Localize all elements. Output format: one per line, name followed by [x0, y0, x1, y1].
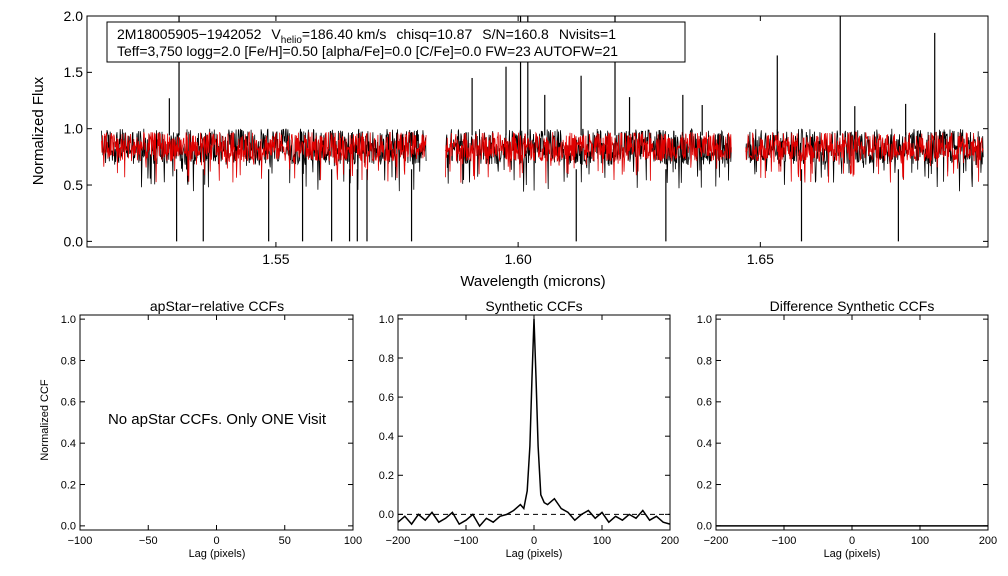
y-tick-label: 0.2 [379, 470, 394, 482]
synthetic-ccf-data-layer [397, 318, 671, 528]
synthetic-axes: −200 −100 0 100 200 0.0 0.2 0.4 0.6 0.8 1.0 [379, 314, 679, 547]
difference-x-label: Lag (pixels) [824, 548, 881, 560]
x-tick-label: 50 [279, 535, 291, 547]
x-tick-label: 0 [849, 535, 855, 547]
y-tick-label: 0.8 [697, 355, 712, 367]
y-tick-label: 2.0 [64, 8, 84, 24]
x-tick-label: −100 [68, 535, 93, 547]
x-tick-label: 0 [213, 535, 219, 547]
difference-ccf-title: Difference Synthetic CCFs [770, 298, 935, 314]
y-tick-label: 0.4 [379, 431, 394, 443]
x-tick-label: 100 [344, 535, 362, 547]
vhelio-label: V [271, 26, 281, 42]
x-tick-label: −200 [386, 535, 411, 547]
x-tick-label: −50 [139, 535, 158, 547]
model-spectrum-line [101, 131, 984, 184]
spectrum-panel: 1.55 1.60 1.65 0.0 0.5 1.0 1.5 2.0 2M18005905−1… [30, 8, 989, 290]
y-tick-label: 0.8 [61, 355, 76, 367]
x-tick-label: −200 [704, 535, 729, 547]
x-tick-label: 200 [661, 535, 679, 547]
apstar-x-label: Lag (pixels) [189, 548, 246, 560]
y-tick-label: 0.8 [379, 353, 394, 365]
y-tick-label: 0.2 [61, 479, 76, 491]
x-tick-label: −100 [772, 535, 797, 547]
vhelio-subscript: helio [281, 35, 303, 46]
y-tick-label: 0.0 [379, 509, 394, 521]
x-tick-label: −100 [454, 535, 479, 547]
apstar-axes: −100 −50 0 50 100 0.0 0.2 0.4 0.6 0.8 1.0 [61, 314, 362, 547]
x-tick-label: 200 [979, 535, 997, 547]
spectrum-y-label: Normalized Flux [30, 76, 47, 185]
y-tick-label: 1.0 [697, 314, 712, 326]
y-tick-label: 0.0 [697, 521, 712, 533]
spectrum-data-layer [101, 16, 984, 242]
synthetic-ccf-panel: Synthetic CCFs −200 −100 0 100 200 0.0 0.2 0.4 0… [379, 298, 679, 560]
y-tick-label: 0.4 [61, 438, 76, 450]
x-tick-label: 100 [911, 535, 929, 547]
stellar-params: Teff=3,750 logg=2.0 [Fe/H]=0.50 [alpha/F… [117, 43, 618, 59]
y-tick-label: 0.6 [697, 397, 712, 409]
x-tick-label: 0 [531, 535, 537, 547]
y-tick-label: 0.0 [64, 233, 84, 249]
synthetic-ccf-line [397, 318, 671, 528]
y-tick-label: 0.5 [64, 177, 84, 193]
ccf-y-label: Normalized CCF [39, 379, 51, 461]
y-tick-label: 0.0 [61, 521, 76, 533]
spectrum-plot-frame [86, 15, 989, 248]
spectrum-axes: 1.55 1.60 1.65 0.0 0.5 1.0 1.5 2.0 [64, 8, 988, 267]
difference-ccf-panel: Difference Synthetic CCFs −200 −100 0 100 20… [697, 298, 997, 560]
nvisits-value: Nvisits=1 [559, 26, 616, 42]
y-tick-label: 0.2 [697, 479, 712, 491]
y-tick-label: 1.0 [61, 314, 76, 326]
info-box-frame [106, 21, 686, 63]
apstar-ccf-panel: apStar−relative CCFs −100 −50 0 50 100 0.0 0.2… [39, 298, 362, 560]
y-tick-label: 1.0 [64, 121, 84, 137]
x-tick-label: 1.55 [262, 251, 289, 267]
difference-plot-frame [715, 314, 989, 531]
star-id: 2M18005905−1942052 [117, 26, 262, 42]
synthetic-plot-frame [397, 314, 671, 531]
snr-value: S/N=160.8 [482, 26, 549, 42]
x-tick-label: 1.60 [504, 251, 531, 267]
synthetic-ccf-title: Synthetic CCFs [485, 298, 582, 314]
difference-axes: −200 −100 0 100 200 0.0 0.2 0.4 0.6 0.8 1.0 [697, 314, 997, 547]
y-tick-label: 1.5 [64, 64, 84, 80]
spectrum-x-label: Wavelength (microns) [460, 273, 605, 290]
y-tick-label: 1.0 [379, 314, 394, 326]
apstar-ccf-title: apStar−relative CCFs [150, 298, 284, 314]
x-tick-label: 100 [593, 535, 611, 547]
vhelio-value: =186.40 km/s [302, 26, 386, 42]
spectrum-info-box: 2M18005905−1942052 Vhelio=186.40 km/s chis… [106, 21, 686, 63]
synthetic-x-label: Lag (pixels) [506, 548, 563, 560]
x-tick-label: 1.65 [747, 251, 774, 267]
y-tick-label: 0.4 [697, 438, 712, 450]
apstar-no-data-message: No apStar CCFs. Only ONE Visit [108, 411, 327, 428]
y-tick-label: 0.6 [379, 392, 394, 404]
info-line-1: 2M18005905−1942052 Vhelio=186.40 km/s chis… [117, 26, 616, 46]
y-tick-label: 0.6 [61, 397, 76, 409]
chisq-value: chisq=10.87 [396, 26, 472, 42]
